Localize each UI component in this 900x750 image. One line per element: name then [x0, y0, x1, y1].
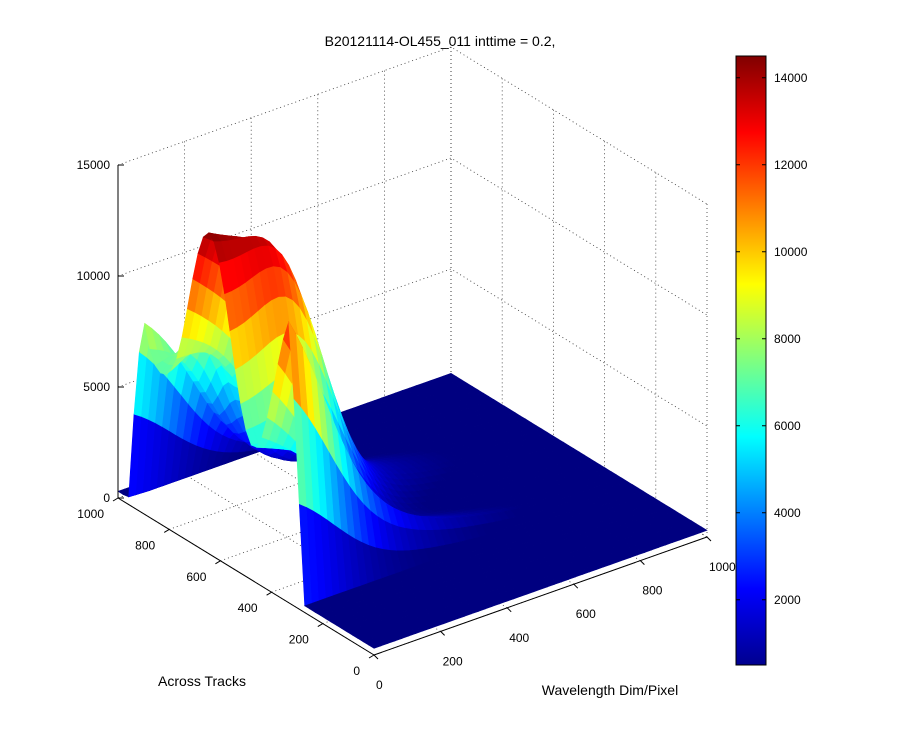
- x-tick-mark: [573, 583, 579, 589]
- x-tick-mark: [440, 631, 445, 636]
- y-tick-mark: [112, 497, 119, 502]
- x-tick-mark: [640, 560, 645, 565]
- y-tick-label: 0: [353, 664, 360, 678]
- y-tick-label: 800: [135, 538, 155, 552]
- y-tick-mark: [163, 528, 170, 533]
- x-tick-label: 400: [509, 631, 529, 645]
- y-tick-label: 600: [186, 570, 206, 584]
- surface-mesh: [117, 232, 708, 649]
- x-tick-label: 600: [576, 607, 596, 621]
- colorbar-tick-label: 6000: [774, 419, 801, 433]
- y-tick-mark: [266, 591, 272, 596]
- colorbar-tick-label: 4000: [774, 506, 801, 520]
- y-axis-ticks: 0 200 400 600 800 1000: [77, 497, 375, 678]
- x-axis-line: [373, 536, 708, 656]
- colorbar-tick-label: 12000: [774, 158, 808, 172]
- x-tick-mark: [373, 654, 379, 660]
- x-tick-label: 800: [642, 584, 662, 598]
- z-tick-label: 15000: [77, 158, 111, 172]
- z-axis-ticks: 0 5000 10000 15000: [77, 158, 124, 505]
- chart-title: B20121114-OL455_011 inttime = 0.2,: [325, 33, 556, 49]
- x-axis-ticks: 0 200 400 600 800 1000: [373, 536, 736, 692]
- y-axis-line: [117, 497, 375, 656]
- z-tick-label: 0: [103, 491, 110, 505]
- z-tick-label: 10000: [77, 269, 111, 283]
- x-tick-label: 0: [376, 678, 383, 692]
- colorbar: [735, 55, 767, 666]
- y-tick-label: 400: [238, 601, 258, 615]
- colorbar-tick-label: 8000: [774, 332, 801, 346]
- axes: [117, 165, 708, 656]
- surface-patch: [368, 642, 382, 649]
- colorbar-tick-label: 10000: [774, 245, 808, 259]
- y-tick-mark: [215, 560, 221, 565]
- y-tick-label: 1000: [77, 507, 104, 521]
- y-tick-mark: [368, 654, 375, 659]
- z-tick-label: 5000: [83, 380, 110, 394]
- y-tick-label: 200: [289, 633, 309, 647]
- grid-line: [117, 46, 708, 205]
- y-tick-mark: [317, 623, 324, 628]
- x-tick-mark: [506, 607, 512, 613]
- colorbar-tick-label: 2000: [774, 593, 801, 607]
- x-axis-label: Wavelength Dim/Pixel: [542, 682, 678, 698]
- x-tick-mark: [706, 536, 712, 542]
- colorbar-tick-label: 14000: [774, 71, 808, 85]
- x-tick-label: 200: [443, 654, 463, 668]
- x-tick-label: 1000: [709, 560, 736, 574]
- y-axis-label: Across Tracks: [158, 673, 246, 689]
- colorbar-ticks: 2000 4000 6000 8000 10000 12000 14000: [736, 71, 808, 607]
